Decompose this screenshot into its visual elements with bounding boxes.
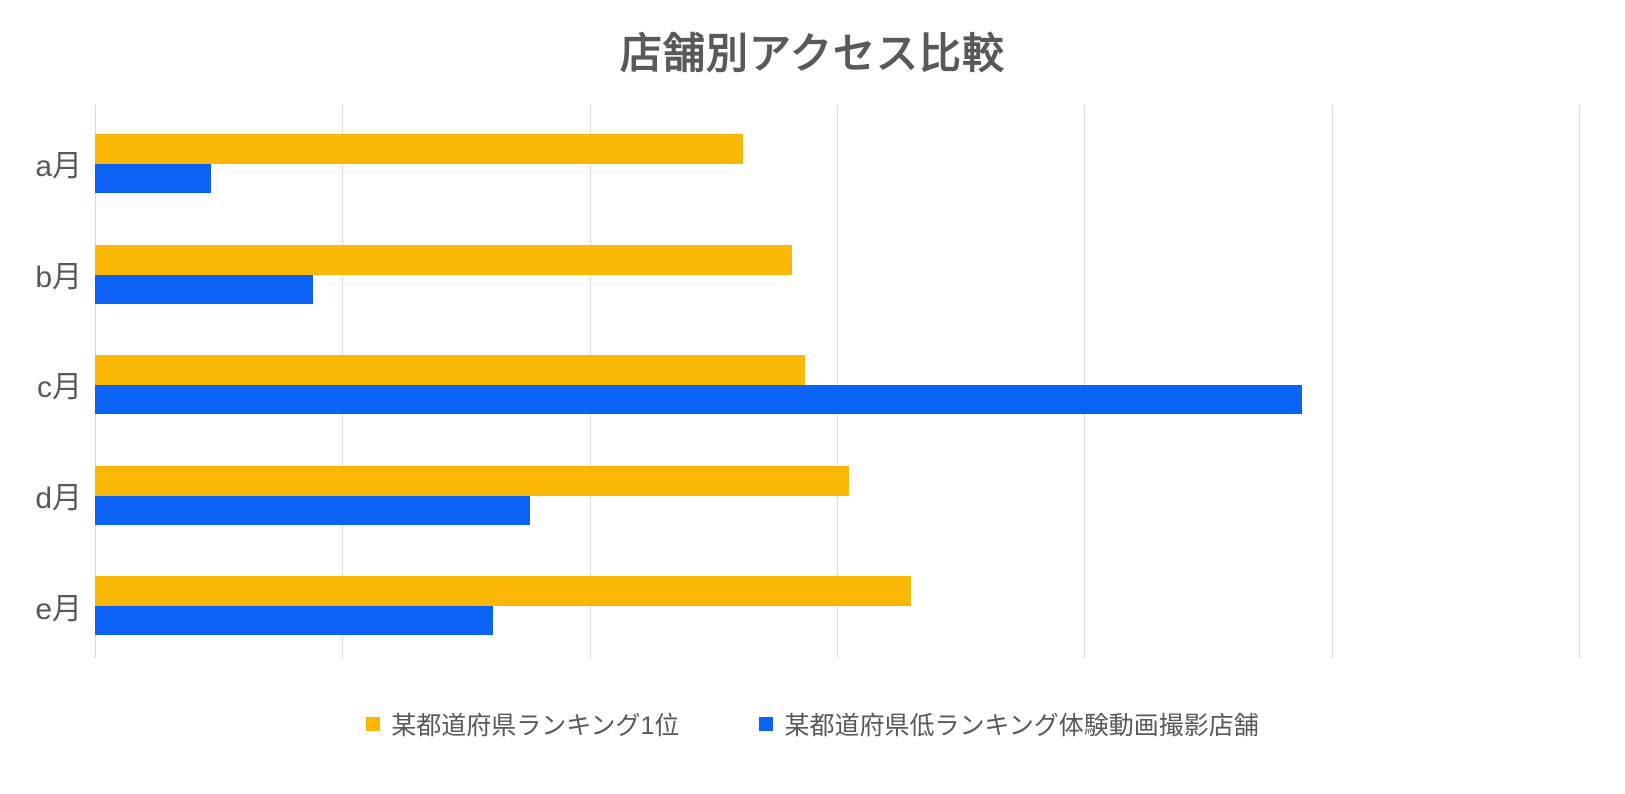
bar-group	[95, 547, 1579, 658]
legend-swatch-icon	[759, 717, 774, 731]
legend: 某都道府県ランキング1位 某都道府県低ランキング体験動画撮影店舗	[0, 706, 1625, 742]
legend-label: 某都道府県ランキング1位	[391, 712, 680, 740]
bar-series2[interactable]	[95, 385, 1302, 415]
bar-series1[interactable]	[95, 576, 912, 607]
chart-title: 店舗別アクセス比較	[620, 30, 1005, 77]
bar-stack	[95, 244, 1579, 304]
bar-group	[95, 216, 1579, 327]
legend-swatch-icon	[366, 717, 381, 731]
bar-series2[interactable]	[95, 164, 212, 193]
bar-series2[interactable]	[95, 274, 313, 304]
bar-group	[95, 326, 1579, 437]
plot-area	[95, 105, 1580, 658]
bars-layer	[95, 105, 1579, 658]
legend-item-series2[interactable]: 某都道府県低ランキング体験動画撮影店舗	[759, 706, 1259, 742]
category-axis: a月 b月 c月 d月 e月	[0, 105, 82, 658]
category-label: e月	[35, 592, 82, 626]
legend-label: 某都道府県低ランキング体験動画撮影店舗	[784, 712, 1259, 740]
bar-series1[interactable]	[95, 244, 793, 275]
category-label: d月	[35, 482, 82, 516]
bar-series2[interactable]	[95, 495, 531, 525]
gridline	[1579, 105, 1580, 658]
bar-stack	[95, 134, 1579, 193]
bar-group	[95, 105, 1579, 216]
bar-series2[interactable]	[95, 606, 494, 636]
bar-stack	[95, 355, 1579, 415]
category-label: b月	[35, 260, 82, 294]
bar-series1[interactable]	[95, 465, 850, 496]
gridline	[1331, 105, 1333, 658]
bar-series1[interactable]	[95, 355, 805, 386]
bar-stack	[95, 465, 1579, 525]
gridline	[1084, 105, 1086, 658]
category-label: a月	[35, 150, 82, 184]
bar-series1[interactable]	[95, 134, 743, 164]
bar-group	[95, 437, 1579, 548]
bar-stack	[95, 576, 1579, 636]
gridline	[837, 105, 838, 658]
legend-item-series1[interactable]: 某都道府県ランキング1位	[366, 706, 679, 742]
category-label: c月	[37, 371, 82, 405]
